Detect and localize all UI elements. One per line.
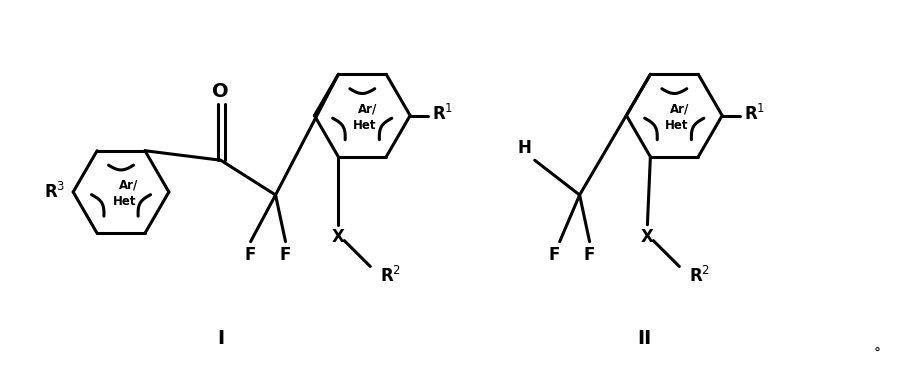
Text: I: I xyxy=(217,329,224,348)
Text: F: F xyxy=(280,245,291,263)
Text: F: F xyxy=(583,245,594,263)
Text: Het: Het xyxy=(664,119,687,132)
Text: R$^2$: R$^2$ xyxy=(380,266,401,287)
Text: R$^1$: R$^1$ xyxy=(432,103,453,124)
Text: H: H xyxy=(517,139,531,157)
Text: F: F xyxy=(245,245,256,263)
Text: Het: Het xyxy=(113,195,136,208)
Text: °: ° xyxy=(872,347,880,361)
Text: Ar/: Ar/ xyxy=(119,179,138,192)
Text: F: F xyxy=(548,245,560,263)
Text: R$^3$: R$^3$ xyxy=(43,182,65,202)
Text: Ar/: Ar/ xyxy=(669,102,688,115)
Text: II: II xyxy=(637,329,651,348)
Text: X: X xyxy=(331,228,344,245)
Text: X: X xyxy=(640,228,653,245)
Text: Het: Het xyxy=(352,119,376,132)
Text: Ar/: Ar/ xyxy=(358,102,377,115)
Text: R$^2$: R$^2$ xyxy=(688,266,710,287)
Text: R$^1$: R$^1$ xyxy=(743,103,765,124)
Text: O: O xyxy=(212,82,228,101)
